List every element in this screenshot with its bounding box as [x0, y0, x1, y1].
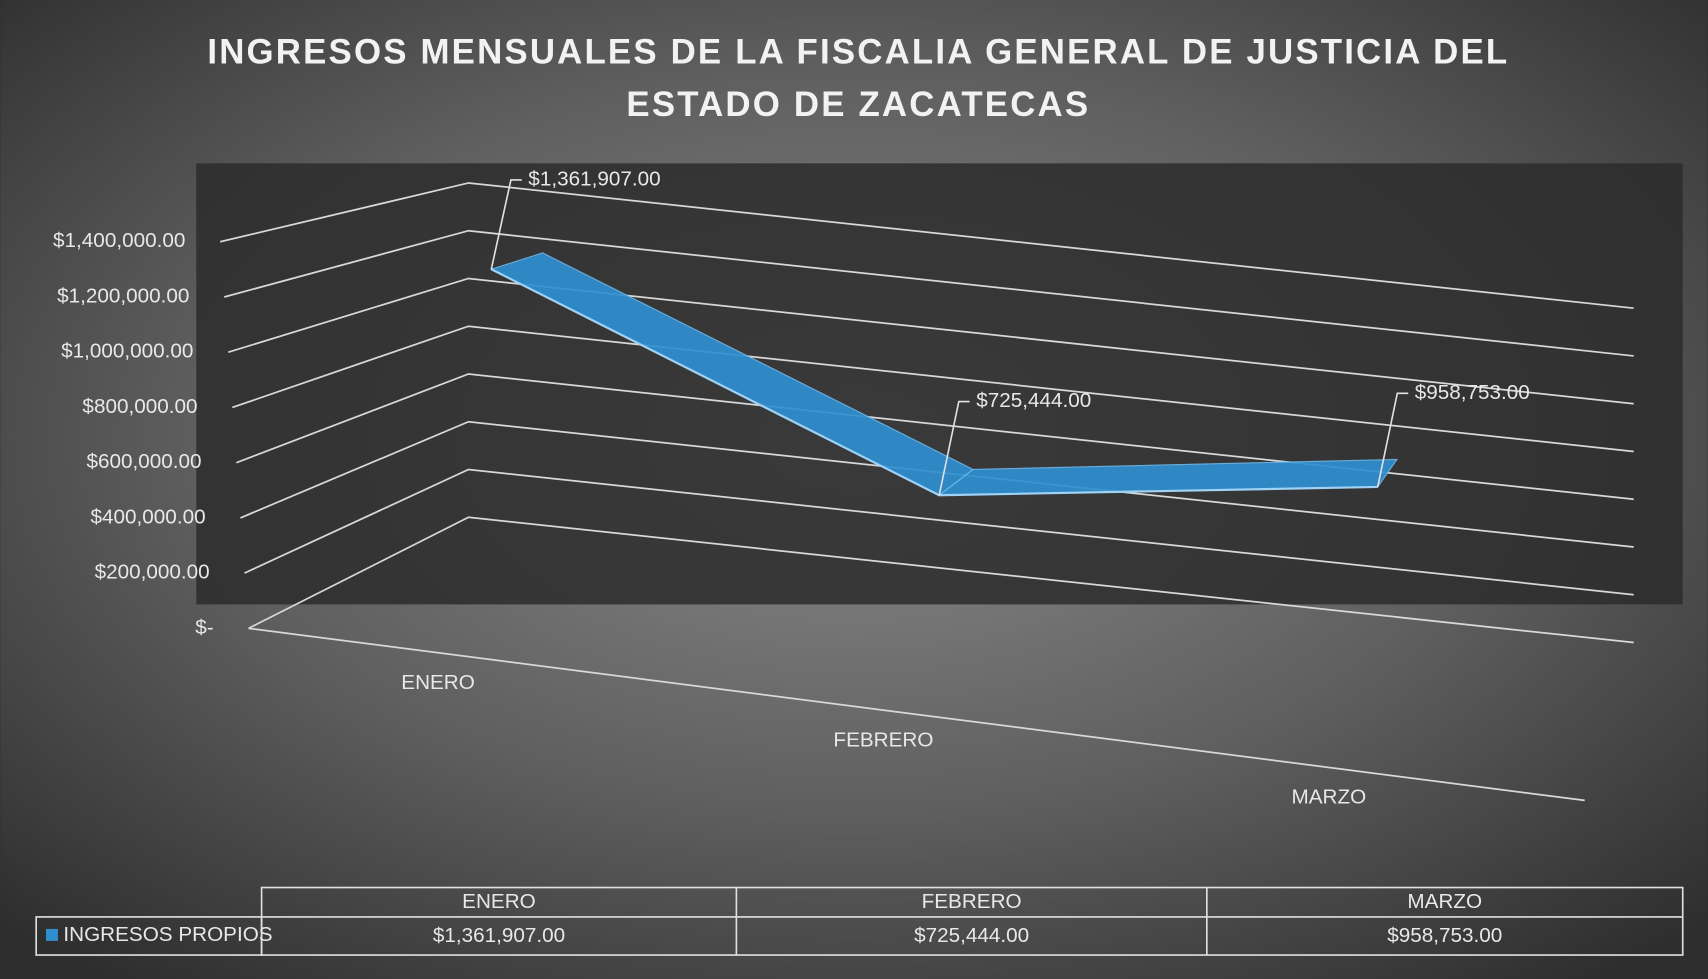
y-tick-label: $600,000.00: [86, 450, 201, 473]
table-cell: $725,444.00: [914, 924, 1029, 947]
y-tick-label: $800,000.00: [82, 395, 197, 418]
table-cell: $1,361,907.00: [433, 924, 565, 947]
grid-line: [244, 468, 1634, 596]
data-table: [35, 886, 1684, 956]
data-label: $725,444.00: [976, 389, 1091, 412]
chart-title: ESTADO DE ZACATECAS: [626, 85, 1090, 124]
legend-label: INGRESOS PROPIOS: [63, 923, 272, 946]
floor-edge: [248, 627, 1585, 802]
y-tick-label: $400,000.00: [91, 505, 206, 528]
grid-line: [240, 420, 1634, 548]
grid-line: [232, 325, 1634, 453]
leader-line: [1376, 392, 1409, 488]
leader-line: [938, 400, 970, 496]
y-tick-label: $200,000.00: [95, 561, 210, 584]
chart-title: INGRESOS MENSUALES DE LA FISCALIA GENERA…: [207, 33, 1509, 72]
grid-line: [228, 277, 1634, 405]
table-header: MARZO: [1407, 890, 1482, 913]
grid-line: [220, 182, 1634, 310]
x-tick-label: FEBRERO: [833, 728, 933, 751]
x-tick-label: ENERO: [401, 671, 475, 694]
leader-line: [490, 179, 522, 270]
table-header: ENERO: [462, 890, 536, 913]
legend-cell: [35, 916, 263, 956]
grid-line: [236, 373, 1634, 501]
x-tick-label: MARZO: [1292, 786, 1367, 809]
y-tick-label: $-: [195, 616, 213, 639]
y-tick-label: $1,200,000.00: [57, 284, 189, 307]
table-header: FEBRERO: [922, 890, 1022, 913]
y-tick-label: $1,000,000.00: [61, 340, 193, 363]
legend-swatch: [45, 928, 58, 941]
table-cell: $958,753.00: [1387, 924, 1502, 947]
grid-line: [248, 516, 1634, 644]
data-label: $1,361,907.00: [528, 167, 660, 190]
grid-line: [224, 229, 1634, 357]
y-tick-label: $1,400,000.00: [53, 229, 185, 252]
data-label: $958,753.00: [1415, 381, 1530, 404]
